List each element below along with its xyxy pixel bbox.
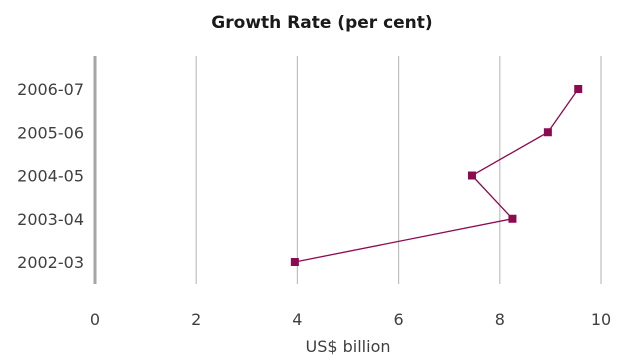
x-tick-label: 10 (591, 310, 611, 329)
series (290, 85, 583, 266)
x-tick-label: 2 (191, 310, 201, 329)
x-tick-label: 4 (292, 310, 302, 329)
grid (195, 56, 602, 284)
y-tick-label: 2006-07 (17, 80, 84, 99)
y-tick-label: 2002-03 (17, 253, 84, 272)
y-tick-label: 2004-05 (17, 167, 84, 186)
x-tick-label: 8 (495, 310, 505, 329)
x-axis-ticks: 0 2 4 6 8 10 (90, 310, 611, 329)
x-tick-label: 0 (90, 310, 100, 329)
y-tick-label: 2003-04 (17, 210, 84, 229)
y-axis-ticks: 2002-03 2003-04 2004-05 2005-06 2006-07 (17, 80, 84, 272)
data-point-2005-06 (543, 128, 552, 137)
series-line (294, 88, 579, 263)
x-axis-label: US$ billion (306, 337, 391, 356)
chart-title: Growth Rate (per cent) (211, 13, 432, 33)
x-tick-label: 6 (394, 310, 404, 329)
y-tick-label: 2005-06 (17, 123, 84, 142)
data-point-2006-07 (574, 85, 583, 93)
data-point-2004-05 (467, 171, 476, 180)
data-point-2003-04 (508, 214, 517, 223)
data-point-2002-03 (290, 258, 299, 266)
